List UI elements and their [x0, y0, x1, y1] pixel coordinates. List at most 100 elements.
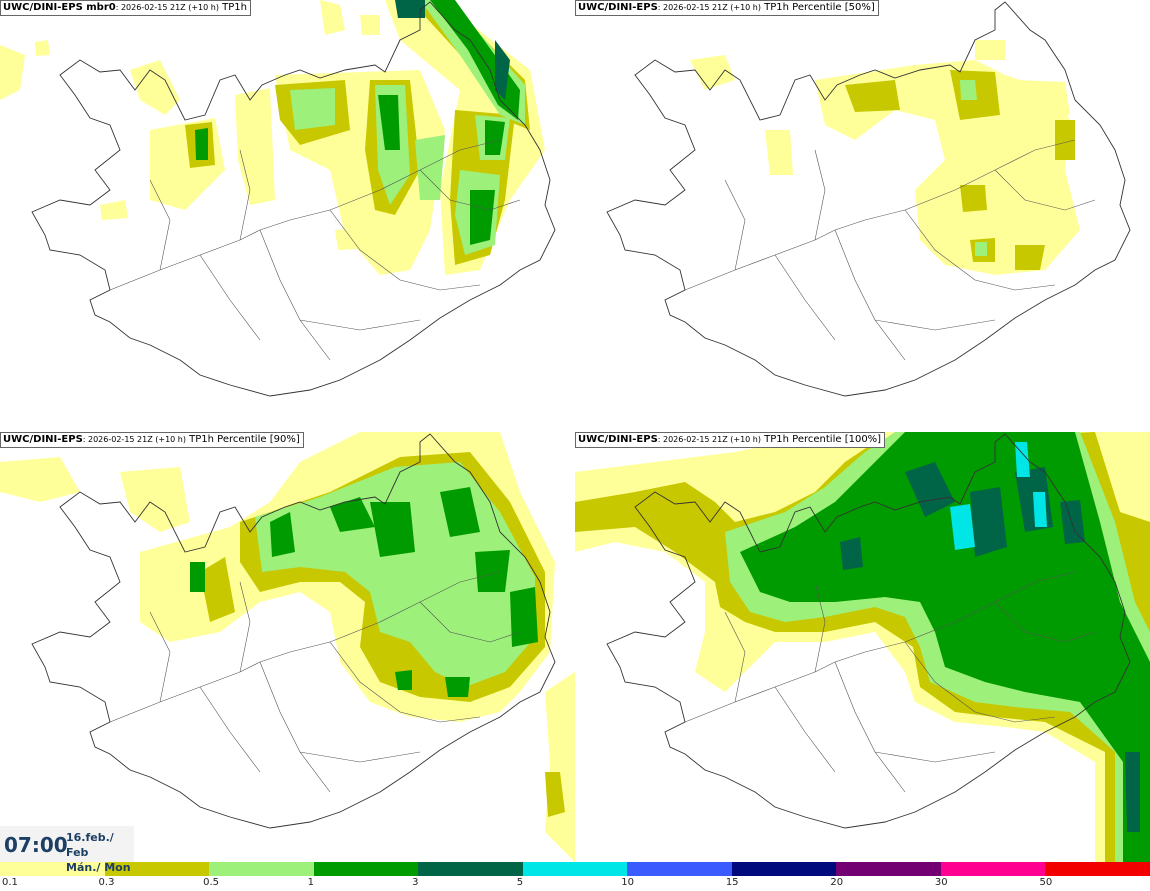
field-name: TP1h Percentile [100%]: [760, 434, 882, 445]
legend-swatch: [104, 862, 210, 876]
road-network: [684, 571, 1096, 793]
precipitation-map: [0, 0, 556, 397]
coastline: [31, 433, 556, 829]
precip-area: [0, 45, 25, 100]
precip-area: [1015, 442, 1030, 477]
map-panel-member0: UWC/DINI-EPS mbr0: 2026-02-15 21Z (+10 h…: [0, 0, 575, 432]
iceland-coastline: [606, 433, 1131, 829]
precip-area: [200, 557, 235, 622]
field-name: TP1h Percentile [90%]: [185, 434, 300, 445]
precip-area: [975, 242, 987, 256]
precip-area: [120, 467, 190, 532]
legend-label: 30: [934, 877, 948, 888]
precipitation-map: [575, 432, 1150, 862]
precip-area: [378, 95, 400, 150]
weekday-line: Mán./ Mon: [66, 861, 131, 874]
precip-area: [510, 587, 538, 647]
legend-label: 50: [1039, 877, 1053, 888]
precip-area: [360, 15, 380, 35]
run-time: : 2026-02-15 21Z (+10 h): [115, 3, 219, 12]
precip-area: [1060, 500, 1085, 544]
legend-swatch: [627, 862, 732, 876]
map-panel-p100: UWC/DINI-EPS: 2026-02-15 21Z (+10 h) TP1…: [575, 432, 1150, 864]
precip-area: [35, 40, 50, 56]
precip-area: [845, 80, 900, 112]
precip-area: [320, 0, 345, 35]
coastline: [606, 433, 1131, 829]
precip-area: [235, 88, 275, 205]
run-time: : 2026-02-15 21Z (+10 h): [657, 435, 761, 444]
precip-area: [950, 504, 975, 550]
legend-label: 5: [516, 877, 524, 888]
precip-color-legend: 0.1 0.3 0.5 1 3 5 10 15 20 30 50: [0, 862, 1150, 891]
legend-label: 10: [621, 877, 634, 888]
precip-area: [130, 60, 180, 115]
valid-time: 07:00: [4, 833, 68, 857]
legend-swatch: [836, 862, 941, 876]
precip-area: [415, 135, 445, 200]
precip-area: [765, 130, 793, 175]
field-name: TP1h Percentile [50%]: [760, 2, 875, 13]
precip-area: [270, 512, 295, 557]
precip-area: [690, 55, 735, 90]
model-name: UWC/DINI-EPS: [578, 2, 658, 13]
road-network: [684, 139, 1096, 361]
precip-area: [1125, 752, 1140, 832]
precip-area: [470, 190, 495, 245]
precip-shading: [0, 0, 545, 275]
precip-area: [445, 677, 470, 697]
legend-swatch: [209, 862, 314, 876]
model-name: UWC/DINI-EPS mbr0: [3, 2, 116, 13]
legend-label: 20: [830, 877, 844, 888]
precip-area: [370, 502, 415, 557]
coastline: [31, 1, 556, 397]
iceland-coastline: [31, 433, 556, 829]
panel-title: UWC/DINI-EPS: 2026-02-15 21Z (+10 h) TP1…: [575, 0, 879, 16]
precip-area: [1033, 492, 1047, 527]
road-network: [109, 571, 521, 793]
panel-title: UWC/DINI-EPS mbr0: 2026-02-15 21Z (+10 h…: [0, 0, 251, 16]
coastline: [606, 1, 1131, 397]
legend-label: 0.5: [203, 877, 219, 888]
precip-area: [195, 128, 208, 160]
field-name: TP1h: [218, 2, 247, 13]
legend-swatch: [940, 862, 1046, 876]
precip-area: [395, 670, 412, 690]
valid-date: 16.feb./ Feb Mán./ Mon: [66, 830, 134, 875]
precip-area: [545, 772, 565, 817]
precip-area: [440, 487, 480, 537]
model-name: UWC/DINI-EPS: [578, 434, 658, 445]
legend-label: 1: [307, 877, 314, 888]
legend-label: 0.1: [2, 877, 18, 888]
precip-area: [190, 562, 205, 592]
precip-area: [905, 462, 955, 517]
precip-area: [0, 457, 80, 502]
precip-area: [840, 537, 863, 570]
legend-swatch: [1045, 862, 1150, 876]
run-time: : 2026-02-15 21Z (+10 h): [82, 435, 186, 444]
date-line: 16.feb./ Feb: [66, 831, 114, 859]
legend-swatch: [0, 862, 105, 876]
precip-area: [395, 0, 425, 18]
legend-swatch: [522, 862, 628, 876]
precip-area: [815, 60, 1080, 275]
legend-swatch: [313, 862, 419, 876]
iceland-coastline: [31, 1, 556, 397]
precipitation-map: [606, 1, 1131, 397]
precip-area: [545, 672, 575, 862]
road-network: [109, 139, 521, 361]
precip-area: [975, 40, 1005, 60]
legend-swatch: [418, 862, 523, 876]
precip-area: [330, 497, 375, 532]
precip-area: [100, 200, 128, 220]
panel-title: UWC/DINI-EPS: 2026-02-15 21Z (+10 h) TP1…: [0, 432, 304, 448]
panel-title: UWC/DINI-EPS: 2026-02-15 21Z (+10 h) TP1…: [575, 432, 886, 448]
precip-area: [485, 120, 505, 155]
map-panel-p50: UWC/DINI-EPS: 2026-02-15 21Z (+10 h) TP1…: [575, 0, 1150, 432]
precip-shading: [0, 432, 575, 862]
precip-area: [960, 80, 977, 100]
precip-area: [740, 432, 1150, 862]
precip-area: [290, 88, 335, 130]
legend-label: 0.3: [98, 877, 115, 888]
